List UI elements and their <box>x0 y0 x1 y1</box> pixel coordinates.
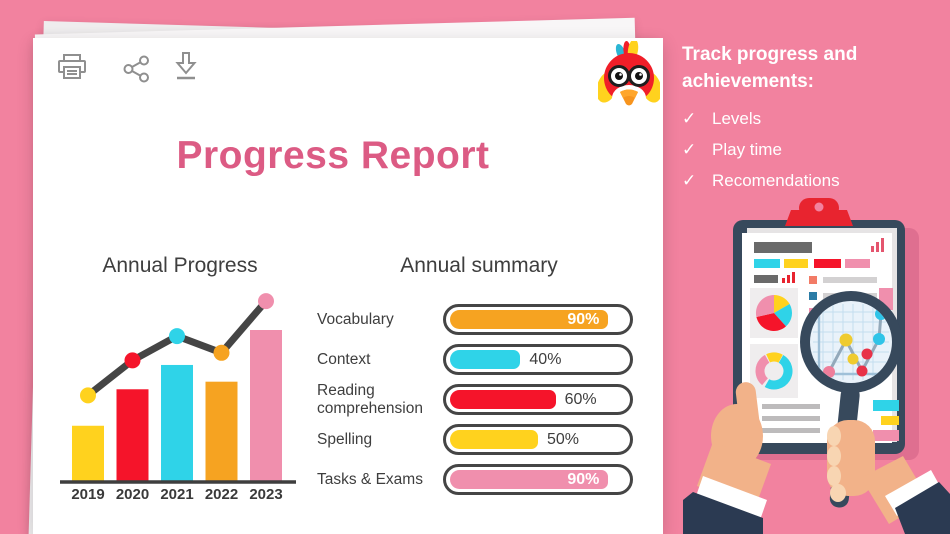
progress-value: 50% <box>547 430 580 448</box>
progress-capsule: 40% <box>443 344 633 375</box>
magnifier <box>800 291 902 508</box>
x-tick-2020: 2020 <box>116 486 149 503</box>
side-item-label: Levels <box>712 108 762 128</box>
summary-label: Reading comprehension <box>317 382 423 417</box>
summary-label: Spelling <box>317 430 373 448</box>
summary-label: Vocabulary <box>317 310 394 328</box>
summary-row: Tasks & Exams 90% <box>317 464 633 495</box>
printer-icon <box>55 53 89 83</box>
line-dot-2020 <box>124 352 141 369</box>
line-dot-2022 <box>213 344 230 361</box>
bar-2021 <box>161 364 193 482</box>
x-tick-2019: 2019 <box>71 486 104 503</box>
summary-row: Context 40% <box>317 344 633 375</box>
summary-label: Tasks & Exams <box>317 470 423 488</box>
print-button[interactable] <box>55 53 89 83</box>
summary-row: Reading comprehension 60% <box>317 382 633 417</box>
summary-row: Spelling 50% <box>317 424 633 455</box>
progress-capsule: 90% <box>443 464 633 495</box>
annual-summary-list: Vocabulary 90% Context 40% Reading comprehen… <box>317 304 633 504</box>
annual-progress-chart: 2019 2020 2021 2022 2023 <box>60 290 300 515</box>
checkmark-icon: ✓ <box>682 170 697 190</box>
clipboard-illustration <box>683 196 950 534</box>
x-tick-2021: 2021 <box>160 486 193 503</box>
side-panel-item: ✓ Play time <box>682 140 944 160</box>
progress-value: 90% <box>567 310 600 328</box>
bar-2023 <box>250 330 282 482</box>
line-dot-2021 <box>169 328 185 345</box>
line-dot-2019 <box>80 387 96 404</box>
page-title: Progress Report <box>176 134 490 177</box>
progress-fill: 90% <box>450 470 609 489</box>
bird-mascot <box>596 39 662 116</box>
progress-fill <box>450 350 521 369</box>
progress-fill: 90% <box>450 310 609 329</box>
side-panel-heading: Track progress and achievements: <box>682 44 858 92</box>
share-button[interactable] <box>123 55 151 83</box>
x-tick-2022: 2022 <box>205 486 238 503</box>
progress-value: 40% <box>529 350 562 368</box>
line-dot-2023 <box>258 293 274 310</box>
download-button[interactable] <box>173 51 199 83</box>
progress-capsule: 60% <box>443 384 633 415</box>
side-panel: Track progress and achievements: ✓ Levels… <box>682 42 944 202</box>
share-icon <box>123 55 151 83</box>
annual-progress-heading: Annual Progress <box>102 254 258 277</box>
side-item-label: Recomendations <box>712 170 840 190</box>
bar-2019 <box>72 425 104 482</box>
progress-capsule: 90% <box>443 304 633 335</box>
report-card: Progress Report Annual Progress Annual s… <box>33 38 663 534</box>
x-tick-2023: 2023 <box>249 486 282 503</box>
annual-summary-heading: Annual summary <box>400 254 558 277</box>
side-panel-item: ✓ Recomendations <box>682 171 944 191</box>
checkmark-icon: ✓ <box>682 108 697 128</box>
progress-fill <box>450 390 556 409</box>
bar-2022 <box>205 381 238 482</box>
side-panel-item: ✓ Levels <box>682 109 944 129</box>
progress-value: 90% <box>567 470 600 488</box>
progress-fill <box>450 430 538 449</box>
side-item-label: Play time <box>712 139 782 159</box>
right-hand <box>827 420 950 534</box>
summary-label: Context <box>317 350 371 368</box>
summary-row: Vocabulary 90% <box>317 304 633 335</box>
left-hand <box>683 382 771 534</box>
progress-value: 60% <box>564 390 597 408</box>
side-panel-list: ✓ Levels ✓ Play time ✓ Recomendations <box>682 109 944 191</box>
progress-capsule: 50% <box>443 424 633 455</box>
bar-2020 <box>116 389 149 482</box>
download-icon <box>173 51 199 83</box>
checkmark-icon: ✓ <box>682 139 697 159</box>
